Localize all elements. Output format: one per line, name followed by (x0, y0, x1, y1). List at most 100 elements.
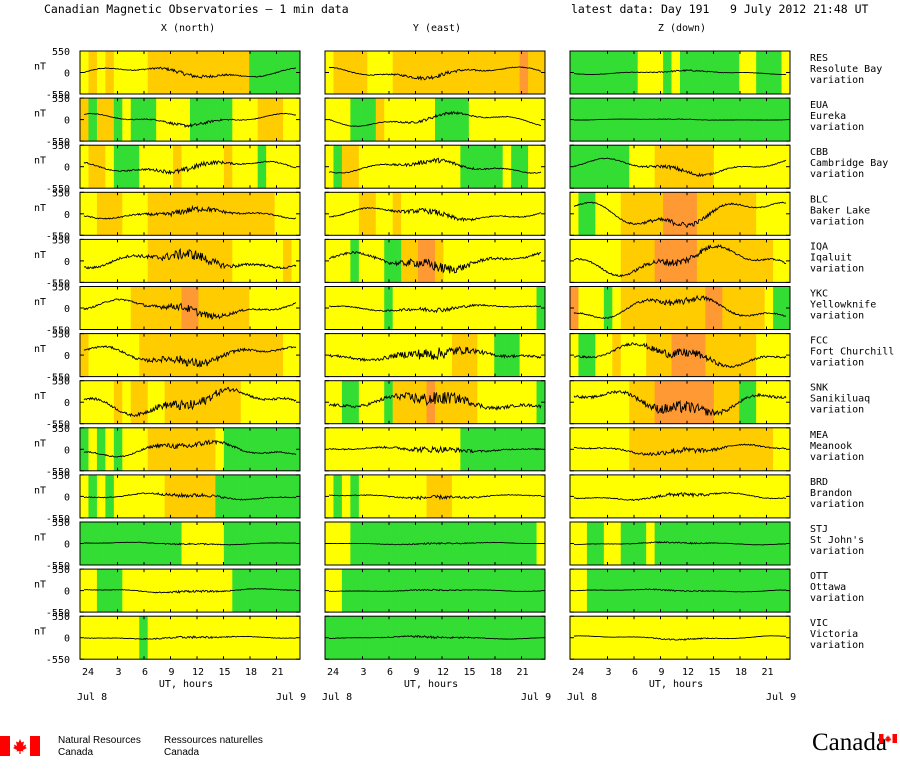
activity-band-blc-1-17 (468, 192, 478, 236)
activity-band-ykc-0-17 (223, 286, 233, 330)
activity-band-blc-2-4 (603, 192, 613, 236)
activity-band-res-0-16 (215, 51, 225, 94)
activity-band-res-1-0 (325, 51, 334, 94)
activity-band-brd-1-0 (325, 474, 334, 518)
activity-band-iqa-0-18 (232, 239, 242, 283)
activity-band-ott-2-22 (756, 569, 766, 613)
activity-band-cbb-0-4 (113, 145, 123, 189)
activity-band-mea-0-24 (283, 427, 292, 471)
activity-band-eua-1-21 (502, 98, 512, 142)
activity-band-vic-0-1 (88, 616, 98, 660)
activity-band-res-2-4 (603, 51, 613, 94)
trace-res-2 (573, 69, 787, 76)
activity-band-snk-1-3 (350, 380, 360, 424)
trace-mea-2 (573, 443, 787, 457)
activity-band-brd-1-24 (528, 474, 537, 518)
activity-band-fcc-0-1 (88, 333, 98, 377)
activity-band-snk-1-8 (392, 380, 402, 424)
activity-band-res-1-8 (392, 51, 402, 94)
trace-cbb-1 (328, 157, 542, 174)
station-name-vic: Victoria (810, 629, 858, 640)
activity-band-snk-0-9 (156, 380, 166, 424)
activity-band-fcc-1-16 (460, 333, 470, 377)
activity-band-iqa-0-23 (274, 239, 284, 283)
activity-band-ykc-1-1 (333, 286, 343, 330)
activity-band-cbb-1-1 (333, 145, 343, 189)
ytick-label-550-ott: 550 (52, 565, 70, 576)
activity-band-fcc-2-14 (688, 333, 698, 377)
activity-band-snk-2-0 (570, 380, 579, 424)
activity-band-mea-1-20 (494, 427, 504, 471)
activity-band-fcc-2-25 (781, 333, 791, 377)
activity-band-snk-1-9 (401, 380, 411, 424)
activity-band-stj-0-15 (206, 522, 216, 565)
activity-band-brd-2-9 (646, 474, 656, 518)
activity-band-vic-0-20 (249, 616, 259, 660)
activity-band-res-0-9 (156, 51, 166, 94)
activity-band-eua-1-25 (536, 98, 546, 142)
activity-band-ykc-1-17 (468, 286, 478, 330)
activity-band-fcc-1-2 (341, 333, 351, 377)
activity-band-snk-0-3 (105, 380, 115, 424)
activity-band-iqa-0-17 (223, 239, 233, 283)
activity-band-iqa-1-10 (409, 239, 419, 283)
activity-band-cbb-2-24 (773, 145, 782, 189)
activity-band-ykc-0-8 (147, 286, 157, 330)
column-header-y: Y (east) (412, 23, 462, 34)
activity-band-cbb-1-18 (477, 145, 487, 189)
trace-stj-1 (328, 541, 542, 546)
activity-band-vic-0-18 (232, 616, 242, 660)
trace-ykc-0 (83, 298, 297, 320)
activity-band-iqa-0-0 (80, 239, 89, 283)
activity-band-brd-0-11 (173, 474, 182, 518)
ytick-label-neg550-vic: -550 (46, 655, 70, 666)
activity-band-stj-2-8 (637, 522, 647, 565)
trace-iqa-0 (83, 247, 297, 270)
activity-band-mea-2-11 (663, 427, 672, 471)
activity-band-snk-2-24 (773, 380, 782, 424)
activity-band-ykc-2-18 (722, 286, 732, 330)
station-code-ott: OTT (810, 571, 828, 582)
activity-band-mea-0-4 (113, 427, 123, 471)
xtick-label-2-0: 24 (572, 667, 584, 678)
activity-band-vic-1-0 (325, 616, 334, 660)
activity-band-res-2-2 (586, 51, 596, 94)
activity-band-fcc-0-19 (240, 333, 250, 377)
trace-ott-0 (84, 588, 296, 594)
activity-band-vic-1-16 (460, 616, 470, 660)
station-name-snk: Sanikiluaq (810, 394, 870, 405)
activity-band-ott-1-22 (511, 569, 521, 613)
activity-band-mea-0-23 (274, 427, 284, 471)
activity-band-ykc-0-13 (190, 286, 199, 330)
activity-band-brd-1-12 (426, 474, 436, 518)
activity-band-eua-1-18 (477, 98, 487, 142)
activity-band-iqa-1-24 (528, 239, 537, 283)
activity-band-eua-0-20 (249, 98, 259, 142)
activity-band-eua-1-20 (494, 98, 504, 142)
activity-band-ykc-0-16 (215, 286, 225, 330)
activity-band-snk-1-1 (333, 380, 343, 424)
activity-band-blc-0-20 (249, 192, 259, 236)
activity-band-snk-2-11 (663, 380, 672, 424)
activity-band-fcc-1-24 (528, 333, 537, 377)
activity-band-cbb-2-16 (705, 145, 715, 189)
activity-band-mea-2-19 (730, 427, 740, 471)
activity-band-eua-2-1 (578, 98, 588, 142)
activity-band-ott-2-18 (722, 569, 732, 613)
activity-band-blc-2-14 (688, 192, 698, 236)
activity-band-mea-0-18 (232, 427, 242, 471)
activity-band-brd-2-15 (696, 474, 706, 518)
trace-ott-2 (574, 588, 787, 593)
activity-band-snk-1-17 (468, 380, 478, 424)
activity-band-eua-1-16 (460, 98, 470, 142)
activity-band-vic-2-14 (688, 616, 698, 660)
activity-band-iqa-2-2 (586, 239, 596, 283)
activity-band-ott-1-7 (384, 569, 394, 613)
station-code-brd: BRD (810, 477, 828, 488)
trace-brd-0 (83, 491, 297, 501)
activity-band-cbb-0-8 (147, 145, 157, 189)
activity-band-stj-1-21 (502, 522, 512, 565)
activity-band-mea-1-17 (468, 427, 478, 471)
ytick-label-0-eua: 0 (64, 116, 70, 127)
activity-band-stj-0-8 (147, 522, 157, 565)
